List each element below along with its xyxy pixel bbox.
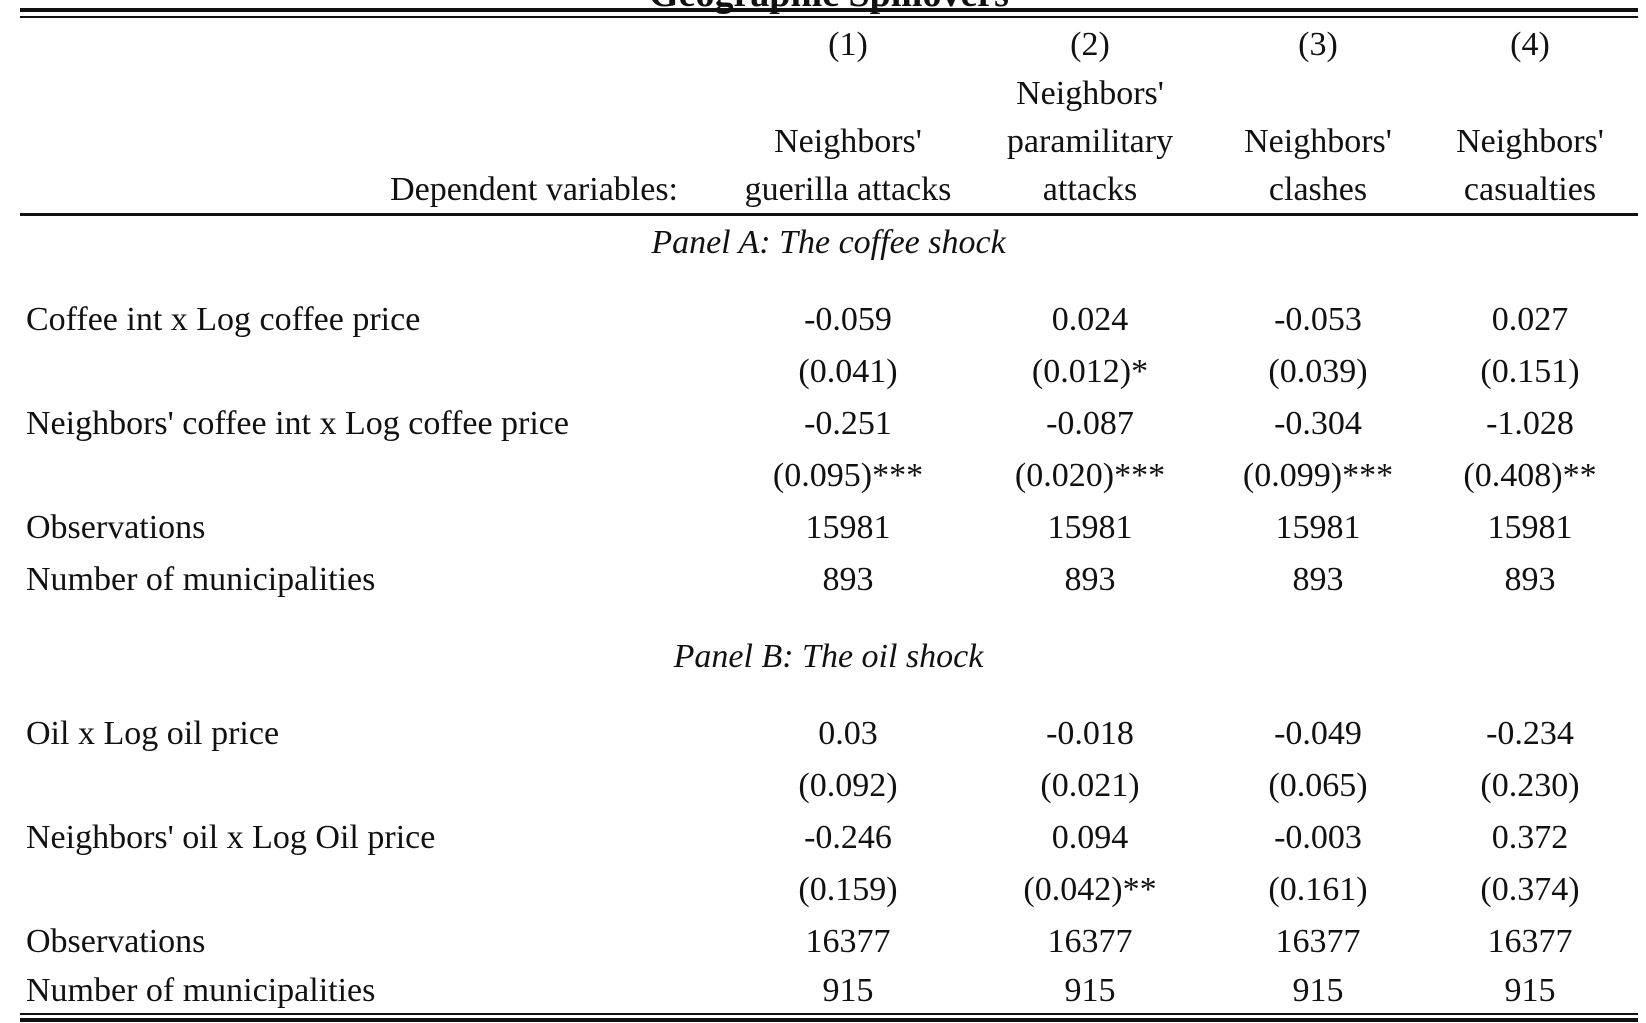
dependent-variables-label: Dependent variables: — [390, 171, 678, 208]
table-row: Oil x Log oil price 0.03 -0.018 -0.049 -… — [20, 711, 1638, 757]
top-rule-thick — [20, 8, 1638, 12]
row-label: Number of municipalities — [26, 972, 376, 1009]
table-cell: 16377 — [1047, 923, 1133, 960]
table-cell: (0.041) — [798, 353, 898, 390]
table-cell: 0.024 — [1051, 301, 1129, 338]
table-row: Coffee int x Log coffee price -0.059 0.0… — [20, 297, 1638, 343]
table-cell: (0.374) — [1480, 871, 1580, 908]
table-cell: -0.246 — [804, 819, 892, 856]
bottom-rule-thin — [20, 1013, 1638, 1015]
table-row: (0.159) (0.042)** (0.161) (0.374) — [20, 867, 1638, 913]
table-cell: 16377 — [1487, 923, 1573, 960]
table-cell: -0.304 — [1274, 405, 1362, 442]
table-cell: 15981 — [1275, 509, 1361, 546]
table-cell: 893 — [822, 561, 874, 598]
panel-b-title: Panel B: The oil shock — [20, 634, 1638, 680]
table-cell: (0.092) — [798, 767, 898, 804]
table-cell: (0.012)* — [1031, 353, 1149, 390]
table-cell: -0.087 — [1046, 405, 1134, 442]
column-number: (2) — [1070, 26, 1110, 63]
table-cell: (0.161) — [1268, 871, 1368, 908]
column-number: (3) — [1298, 26, 1338, 63]
column-header-line: casualties — [1463, 171, 1597, 208]
header-rule — [20, 213, 1638, 216]
table-cell: -0.251 — [804, 405, 892, 442]
table-cell: 15981 — [1047, 509, 1133, 546]
column-header-line: clashes — [1268, 171, 1368, 208]
table-cell: (0.230) — [1480, 767, 1580, 804]
table-cell: -0.059 — [804, 301, 892, 338]
column-header-line: Neighbors' — [1016, 75, 1164, 112]
row-label: Number of municipalities — [26, 561, 376, 598]
table-row: Number of municipalities 915 915 915 915 — [20, 968, 1638, 1014]
table-cell: 915 — [1064, 972, 1116, 1009]
table-cell: (0.095)*** — [772, 457, 924, 494]
column-header-row: Neighbors' — [20, 71, 1638, 117]
table-row: (0.041) (0.012)* (0.039) (0.151) — [20, 349, 1638, 395]
column-header-line: Neighbors' — [774, 123, 922, 160]
row-label: Neighbors' oil x Log Oil price — [26, 819, 436, 856]
table-cell: 0.027 — [1491, 301, 1569, 338]
column-header-line: attacks — [1042, 171, 1138, 208]
row-label: Observations — [26, 509, 206, 546]
column-header-line: Neighbors' — [1456, 123, 1604, 160]
table-cell: 0.094 — [1051, 819, 1129, 856]
table-cell: 16377 — [805, 923, 891, 960]
table-row: (0.092) (0.021) (0.065) (0.230) — [20, 763, 1638, 809]
table-cell: (0.021) — [1040, 767, 1140, 804]
row-label: Coffee int x Log coffee price — [26, 301, 421, 338]
table-cell: 893 — [1292, 561, 1344, 598]
table-row: Observations 15981 15981 15981 15981 — [20, 505, 1638, 551]
table-cell: 915 — [1292, 972, 1344, 1009]
column-header-line: guerilla attacks — [744, 171, 952, 208]
table-cell: -0.053 — [1274, 301, 1362, 338]
table-cell: -0.234 — [1486, 715, 1574, 752]
table-cell: (0.408)** — [1463, 457, 1597, 494]
table-cell: -1.028 — [1486, 405, 1574, 442]
table-cell: 915 — [822, 972, 874, 1009]
table-cell: (0.042)** — [1023, 871, 1157, 908]
table-row: (0.095)*** (0.020)*** (0.099)*** (0.408)… — [20, 453, 1638, 499]
table-cell: 915 — [1504, 972, 1556, 1009]
table-cell: (0.151) — [1480, 353, 1580, 390]
table-cell: 893 — [1504, 561, 1556, 598]
top-rule-thin — [20, 16, 1638, 18]
bottom-rule-thick — [20, 1018, 1638, 1022]
table-cell: 0.372 — [1491, 819, 1569, 856]
column-header-row: Neighbors' paramilitary Neighbors' Neigh… — [20, 119, 1638, 165]
table-cell: (0.065) — [1268, 767, 1368, 804]
row-label: Neighbors' coffee int x Log coffee price — [26, 405, 569, 442]
table-cell: 15981 — [805, 509, 891, 546]
table-row: Number of municipalities 893 893 893 893 — [20, 557, 1638, 603]
column-header-line: paramilitary — [1006, 123, 1174, 160]
table-cell: -0.018 — [1046, 715, 1134, 752]
table-cell: 15981 — [1487, 509, 1573, 546]
panel-a-title: Panel A: The coffee shock — [20, 220, 1638, 266]
table-cell: (0.039) — [1268, 353, 1368, 390]
column-header-row: Dependent variables: guerilla attacks at… — [20, 167, 1638, 213]
panel-b-title-text: Panel B: The oil shock — [673, 638, 984, 675]
table-row: Neighbors' oil x Log Oil price -0.246 0.… — [20, 815, 1638, 861]
column-number-row: (1) (2) (3) (4) — [20, 22, 1638, 68]
table-cell: (0.020)*** — [1014, 457, 1166, 494]
column-number: (4) — [1510, 26, 1550, 63]
table-cell: -0.049 — [1274, 715, 1362, 752]
column-number: (1) — [828, 26, 868, 63]
table-cell: (0.099)*** — [1242, 457, 1394, 494]
table-cell: -0.003 — [1274, 819, 1362, 856]
regression-table: Geographic Spillovers (1) (2) (3) (4) Ne… — [20, 0, 1638, 1023]
row-label: Oil x Log oil price — [26, 715, 280, 752]
table-cell: 893 — [1064, 561, 1116, 598]
panel-a-title-text: Panel A: The coffee shock — [651, 224, 1006, 261]
table-cell: 16377 — [1275, 923, 1361, 960]
table-cell: (0.159) — [798, 871, 898, 908]
table-row: Neighbors' coffee int x Log coffee price… — [20, 401, 1638, 447]
row-label: Observations — [26, 923, 206, 960]
table-row: Observations 16377 16377 16377 16377 — [20, 919, 1638, 965]
table-cell: 0.03 — [818, 715, 878, 752]
column-header-line: Neighbors' — [1244, 123, 1392, 160]
